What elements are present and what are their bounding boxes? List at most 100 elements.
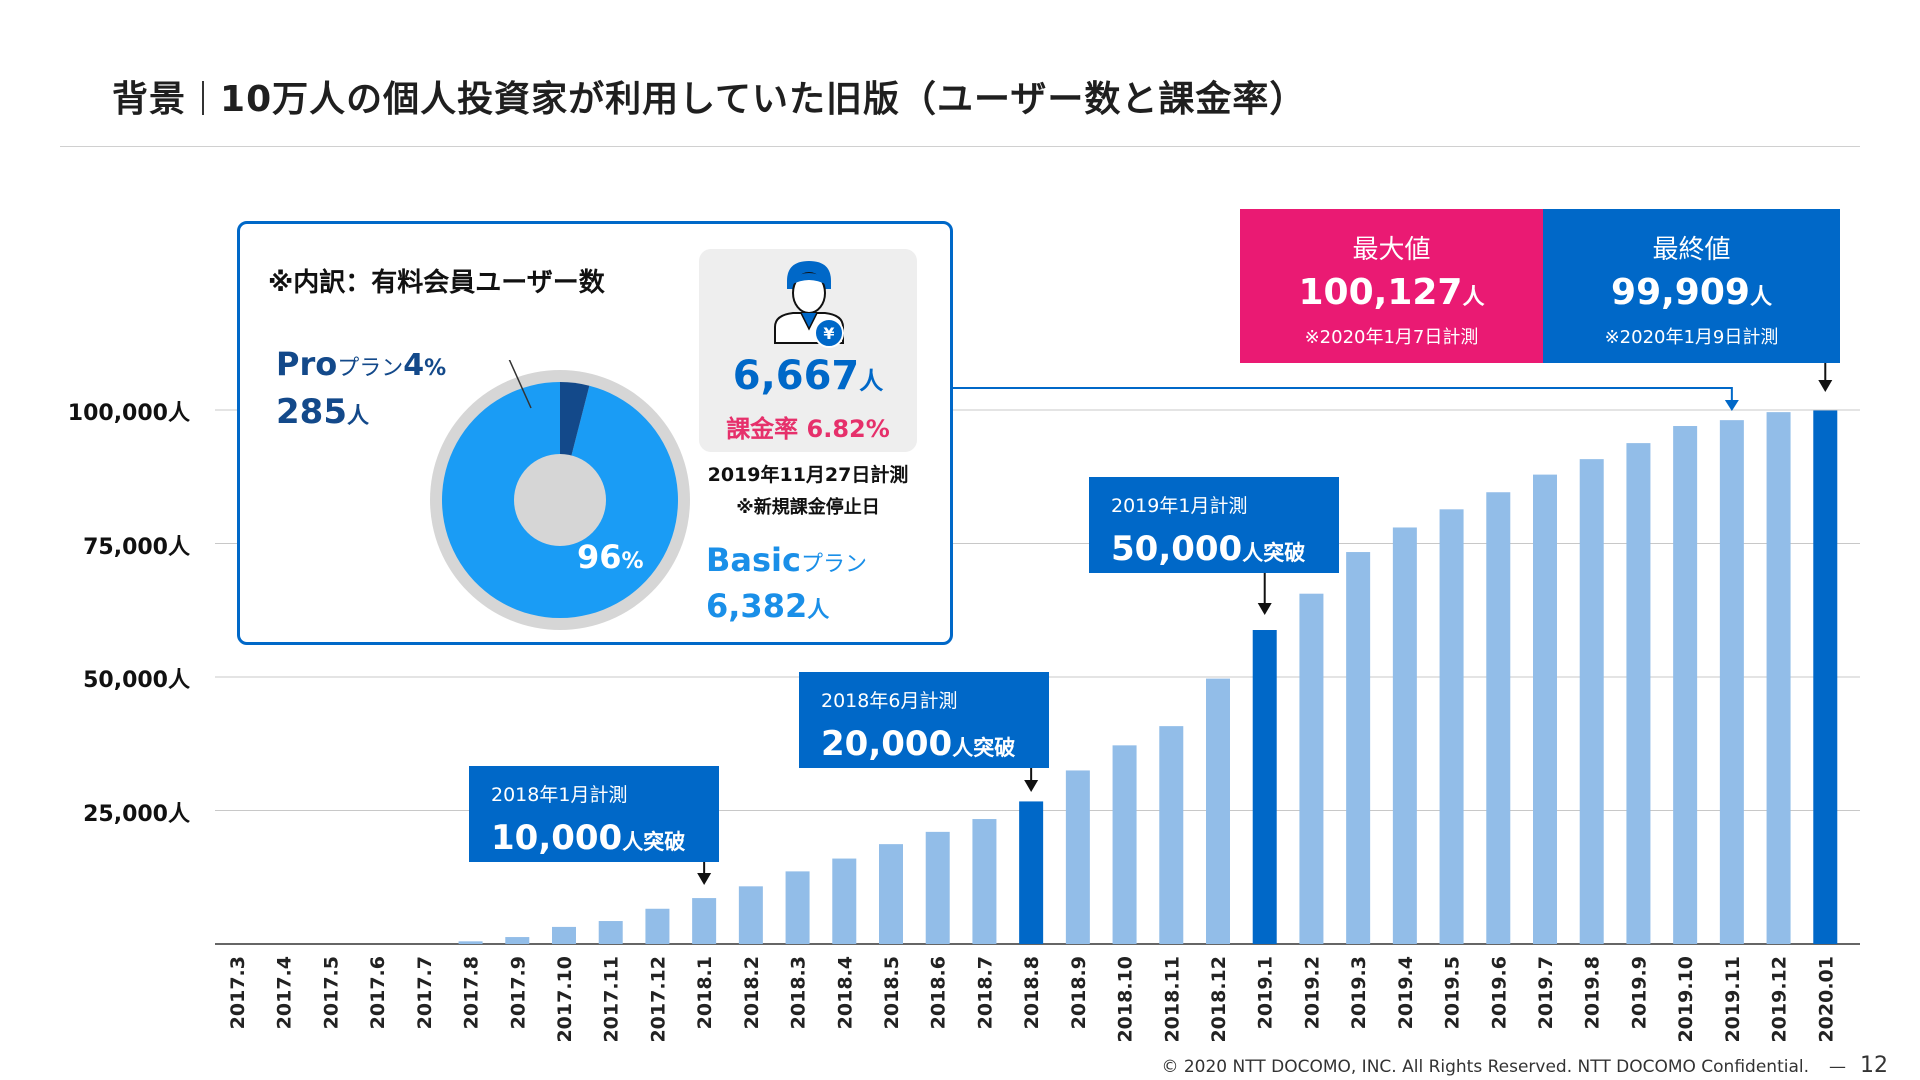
max-value-number: 100,127 [1298,272,1463,313]
title-text: 10万人の個人投資家が利用していた旧版（ユーザー数と課金率） [220,79,1307,120]
title-separator [202,81,205,115]
bar [1813,410,1838,944]
milestone-number: 20,000 [821,724,953,764]
x-tick-label: 2019.1 [1255,956,1277,1029]
x-tick-label: 2018.9 [1068,956,1090,1029]
y-tick-label: 50,000人 [83,668,190,693]
milestone-number: 50,000 [1111,529,1243,569]
milestone-value: 10,000人突破 [491,818,685,858]
basic-count: 6,382人 [706,587,829,625]
pro-count-unit: 人 [346,404,369,429]
pro-plan-word: プラン [337,356,404,381]
footer: © 2020 NTT DOCOMO, INC. All Rights Reser… [1161,1053,1888,1078]
y-tick-label: 100,000人 [67,401,190,426]
basic-percent-unit: % [621,549,644,574]
bar [972,819,997,944]
bar [1252,630,1277,944]
page-number: 12 [1860,1053,1888,1078]
measure-connector [935,387,1733,402]
milestone-50000: 2019年1月計測 50,000人突破 [1089,477,1339,573]
milestone-suffix: 人突破 [1242,541,1306,565]
milestone-20000: 2018年6月計測 20,000人突破 [799,672,1049,768]
x-tick-label: 2019.10 [1675,956,1697,1043]
milestone-10000: 2018年1月計測 10,000人突破 [469,766,719,862]
bar [1439,509,1464,944]
x-tick-label: 2019.4 [1395,956,1417,1029]
pro-percent-unit: % [424,356,447,381]
copyright: © 2020 NTT DOCOMO, INC. All Rights Reser… [1161,1057,1809,1077]
x-tick-label: 2018.2 [741,956,763,1029]
bar [785,871,810,944]
x-tick-label: 2017.3 [227,956,249,1029]
bar [505,937,530,944]
final-value-number: 99,909 [1611,272,1750,313]
milestone-suffix: 人突破 [622,830,686,854]
basic-count-unit: 人 [807,598,830,623]
final-label: 最終値 [1652,235,1731,265]
bar [738,886,763,944]
x-tick-label: 2019.12 [1769,956,1791,1043]
milestone-suffix: 人突破 [952,736,1016,760]
x-tick-label: 2019.9 [1628,956,1650,1029]
bar [1533,474,1557,944]
x-tick-label: 2019.5 [1442,956,1464,1029]
x-tick-label: 2019.7 [1535,956,1557,1029]
bar [832,858,857,944]
x-tick-label: 2017.10 [554,956,576,1043]
x-tick-label: 2017.5 [320,956,342,1029]
x-tick-label: 2017.7 [414,956,436,1029]
bar [879,844,903,944]
bar [1159,726,1184,944]
bar [458,941,483,944]
plan-pie-chart [430,360,690,630]
bar [1019,801,1044,944]
x-tick-label: 2018.5 [881,956,903,1029]
x-tick-label: 2018.11 [1161,956,1183,1043]
basic-plan-label: Basicプラン [706,541,867,579]
x-tick-label: 2019.8 [1582,956,1604,1029]
footer-dash: — [1829,1057,1846,1077]
pro-percent: 4 [403,348,425,383]
bar [1486,492,1511,944]
bar [925,831,950,944]
x-tick-label: 2017.8 [461,956,483,1029]
bar [1579,459,1604,944]
milestone-date: 2019年1月計測 [1111,495,1248,517]
breakdown-measured-date: 2019年11月27日計測 [707,464,909,486]
basic-name: Basic [706,541,801,579]
x-tick-label: 2019.11 [1722,956,1744,1043]
bar [692,898,717,944]
x-tick-label: 2018.12 [1208,956,1230,1043]
bar [598,921,623,944]
bar [1065,770,1090,944]
x-tick-label: 2017.11 [601,956,623,1043]
milestone-arrow-head [697,873,712,885]
milestone-value: 20,000人突破 [821,724,1015,764]
bar [1299,593,1324,944]
bar [1719,420,1744,944]
x-tick-label: 2018.3 [788,956,810,1029]
pie-center-hole [514,454,606,546]
pro-plan-label: Proプラン4% [276,345,446,383]
x-tick-label: 2018.10 [1115,956,1137,1043]
paying-count-value: 6,667 [732,353,860,399]
basic-percent: 96 [577,538,622,576]
pro-leader-line [508,360,532,409]
paying-count: 6,667人 [699,353,917,399]
pro-count-value: 285 [276,392,347,432]
bar [1392,527,1417,944]
final-value: 99,909人 [1543,272,1840,313]
x-tick-label: 2018.4 [834,956,856,1029]
milestone-number: 10,000 [491,818,623,858]
basic-percent-label: 96% [577,538,644,576]
x-tick-label: 2019.2 [1301,956,1323,1029]
y-tick-label: 25,000人 [83,801,190,827]
final-arrow-head [1818,380,1833,392]
bar [1206,678,1230,944]
milestone-arrow-head [1257,603,1272,615]
user-yen-icon: ¥ [774,261,844,348]
page-title: 背景 10万人の個人投資家が利用していた旧版（ユーザー数と課金率） [112,70,1306,122]
bar [1112,745,1137,944]
pro-count: 285人 [276,392,369,432]
milestone-date: 2018年1月計測 [491,784,628,806]
